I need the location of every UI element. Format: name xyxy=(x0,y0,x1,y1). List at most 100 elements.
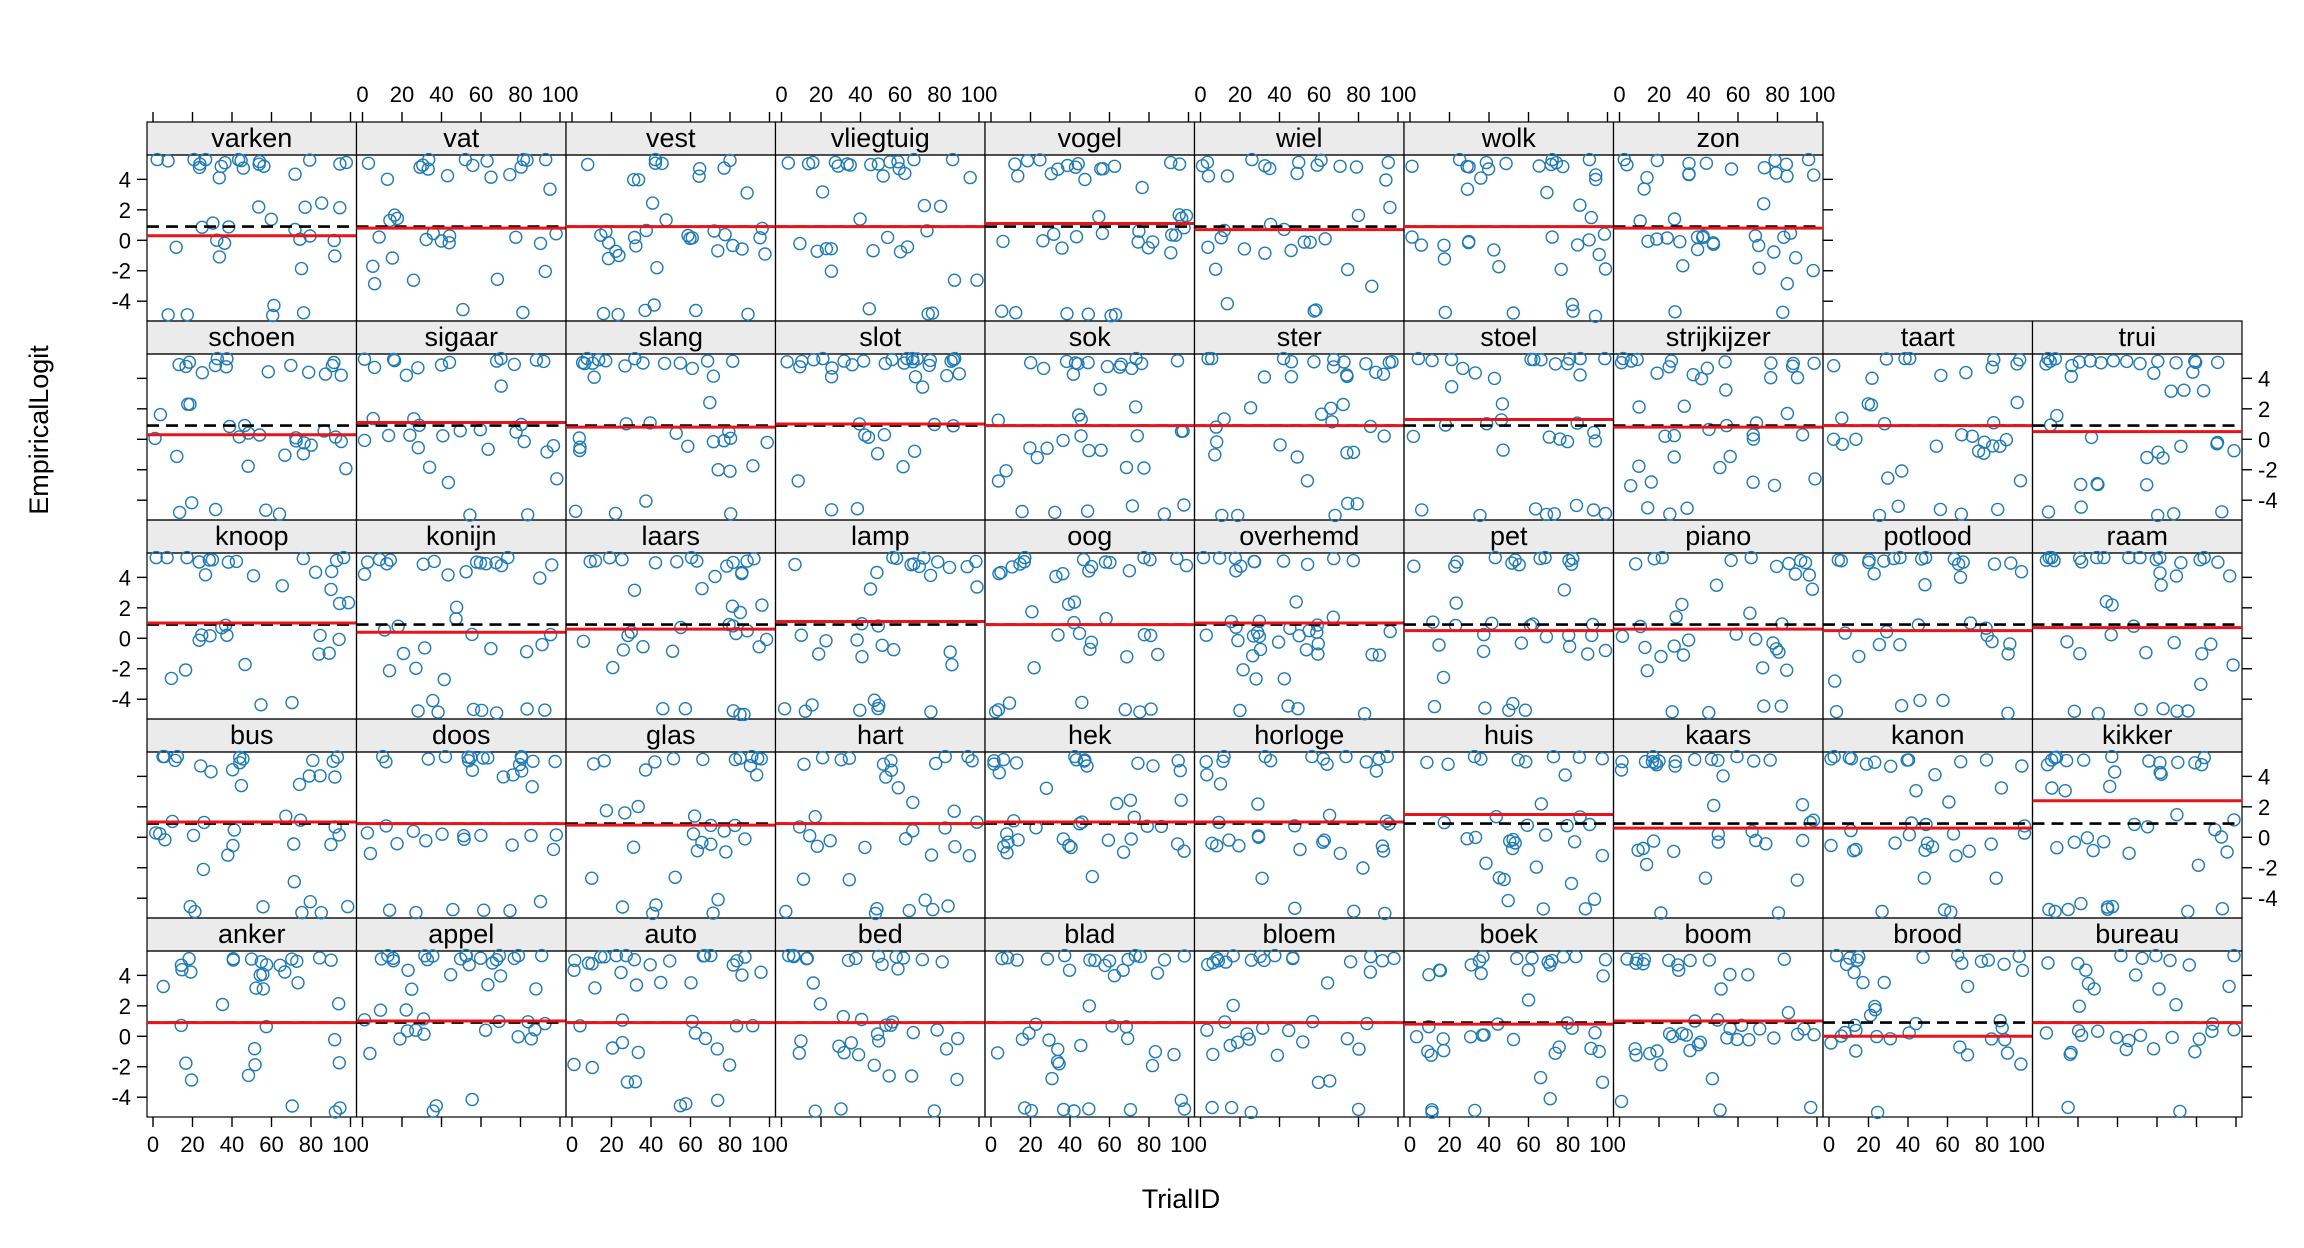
data-point xyxy=(503,167,517,182)
data-point xyxy=(1979,621,1993,635)
data-point xyxy=(815,751,830,765)
data-point xyxy=(2071,1024,2086,1038)
data-point xyxy=(1985,360,1999,374)
data-point xyxy=(1993,1014,2007,1028)
data-point xyxy=(1533,551,1547,566)
data-point xyxy=(492,948,507,963)
points-oog xyxy=(988,550,1194,719)
data-point xyxy=(514,160,528,174)
data-point xyxy=(626,840,641,854)
x-tick-label: 100 xyxy=(542,82,579,107)
data-point xyxy=(1696,229,1710,243)
data-point xyxy=(948,840,962,854)
data-point xyxy=(318,367,333,381)
points-stoel xyxy=(1406,351,1613,523)
data-point xyxy=(1849,432,1863,446)
data-point xyxy=(1826,432,1841,446)
data-point xyxy=(1132,224,1146,238)
data-point xyxy=(416,557,430,571)
data-point xyxy=(1208,262,1223,276)
data-point xyxy=(1977,435,1992,449)
data-point xyxy=(1134,356,1149,371)
data-point xyxy=(1177,949,1192,963)
data-point xyxy=(363,846,378,861)
data-point xyxy=(149,826,163,840)
points-kaars xyxy=(1614,749,1821,920)
data-point xyxy=(2048,904,2062,919)
data-point xyxy=(576,634,591,648)
data-point xyxy=(1448,559,1462,573)
data-point xyxy=(1780,406,1795,421)
x-ticks-top-6 xyxy=(1409,112,1609,122)
data-point xyxy=(1350,497,1364,511)
data-point xyxy=(933,199,948,214)
points-blad xyxy=(990,948,1192,1118)
data-point xyxy=(670,555,684,569)
y-axis-left-1 xyxy=(137,775,147,899)
data-point xyxy=(1650,232,1664,246)
x-tick-label: 60 xyxy=(259,1132,283,1157)
data-point xyxy=(782,948,796,963)
y-axis-right-0 xyxy=(2242,974,2252,1098)
data-point xyxy=(1944,905,1958,919)
panel-boek: boek xyxy=(1403,917,1615,1119)
data-point xyxy=(695,835,709,850)
data-point xyxy=(1984,1032,1999,1046)
data-point xyxy=(1291,155,1306,170)
data-point xyxy=(875,638,889,652)
panel-border-varken xyxy=(146,154,358,322)
data-point xyxy=(1478,701,1492,715)
data-point xyxy=(2139,645,2153,660)
data-point xyxy=(645,196,660,210)
data-point xyxy=(1795,833,1810,848)
data-point xyxy=(1984,837,1998,851)
data-point xyxy=(1436,1032,1450,1046)
strip-label-kanon: kanon xyxy=(1891,720,1965,750)
data-point xyxy=(1101,833,1116,847)
data-point xyxy=(1835,411,1849,425)
data-point xyxy=(908,370,923,384)
data-point xyxy=(233,756,247,770)
data-point xyxy=(921,307,935,321)
points-wolk xyxy=(1405,152,1613,323)
data-point xyxy=(1220,169,1235,183)
data-point xyxy=(1870,1105,1885,1120)
data-point xyxy=(1505,556,1519,570)
data-point xyxy=(1009,756,1024,770)
data-point xyxy=(1216,754,1230,768)
data-point xyxy=(2214,830,2229,844)
data-point xyxy=(656,702,670,716)
data-point xyxy=(2151,354,2165,368)
data-point xyxy=(628,1074,643,1089)
data-point xyxy=(1872,508,1887,523)
data-point xyxy=(1705,1071,1720,1086)
x-ticks-bottom-1 xyxy=(361,1117,561,1127)
data-point xyxy=(733,605,747,620)
panel-raam: raam xyxy=(2031,519,2243,721)
data-point xyxy=(2017,819,2032,833)
data-point xyxy=(339,461,353,476)
data-point xyxy=(2151,445,2165,459)
data-point xyxy=(1346,553,1361,568)
strip-label-vat: vat xyxy=(443,123,480,153)
data-point xyxy=(489,706,504,720)
data-point xyxy=(241,1068,256,1083)
data-point xyxy=(1108,307,1123,322)
data-point xyxy=(1824,838,1838,853)
data-point xyxy=(2089,550,2104,565)
data-point xyxy=(965,754,979,768)
x-tick-label: 80 xyxy=(299,1132,323,1157)
data-point xyxy=(1071,408,1086,422)
data-point xyxy=(1438,305,1453,320)
strip-label-lamp: lamp xyxy=(851,521,910,551)
data-point xyxy=(357,352,372,366)
data-point xyxy=(876,169,890,183)
data-point xyxy=(1074,429,1088,443)
data-point xyxy=(1299,643,1314,657)
data-point xyxy=(360,826,375,840)
data-point xyxy=(259,503,273,517)
data-point xyxy=(1340,1031,1355,1046)
data-point xyxy=(252,200,266,214)
data-point xyxy=(1001,835,1015,849)
data-point xyxy=(1558,768,1572,782)
